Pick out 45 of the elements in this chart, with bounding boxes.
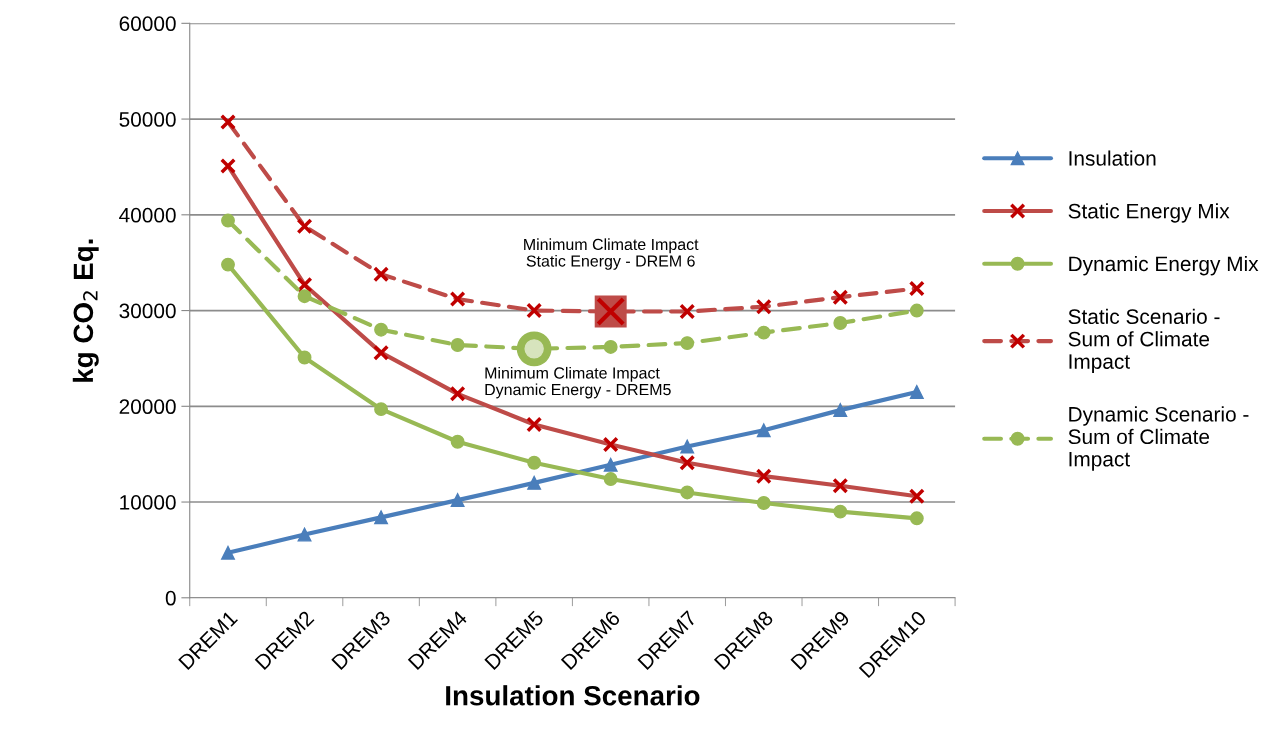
point (221, 213, 235, 228)
y-axis-title: kg CO$_{2}$ Eq. (72, 239, 99, 382)
annotation: Minimum Climate Impact Static Energy - DREM 6 (524, 238, 699, 270)
y-tick-label: 30000 (119, 303, 176, 319)
y-tick-label: 60000 (119, 16, 176, 32)
point (297, 289, 312, 304)
point (603, 457, 618, 472)
annotation: Minimum Climate Impact Dynamic Energy - DREM5 (485, 366, 671, 399)
point (603, 472, 618, 487)
point (297, 527, 312, 542)
y-tick-label: 10000 (120, 495, 176, 510)
y-tick-label: 20000 (119, 399, 176, 415)
point (221, 257, 235, 272)
point (833, 504, 848, 519)
legend-label: Dynamic Scenario - Sum of Climate Impact (1068, 406, 1249, 471)
point (756, 496, 771, 510)
y-tick-label: 0 (165, 590, 176, 606)
point (450, 434, 465, 449)
point (680, 485, 695, 500)
point (374, 402, 389, 417)
legend-label: Insulation (1069, 150, 1156, 166)
point (756, 423, 771, 438)
point (527, 455, 542, 470)
point (680, 439, 695, 454)
point (450, 338, 465, 352)
y-tick-label: 40000 (119, 207, 176, 223)
point (450, 493, 465, 508)
point (909, 511, 924, 526)
point (680, 336, 695, 351)
point (221, 545, 235, 560)
point (833, 403, 848, 418)
point (527, 475, 542, 490)
point (297, 350, 312, 365)
point (374, 322, 389, 337)
legend-label: Static Energy Mix (1068, 203, 1230, 223)
point (756, 325, 771, 340)
legend-label: Static Scenario - Sum of Climate Impact (1068, 308, 1220, 374)
point (909, 384, 924, 399)
point (603, 339, 618, 354)
point (374, 510, 389, 525)
x-axis-title: Insulation Scenario (446, 685, 700, 706)
legend-label: Dynamic Energy Mix (1069, 255, 1259, 276)
y-tick-label: 50000 (119, 112, 176, 127)
point (833, 316, 848, 330)
point (909, 303, 924, 318)
